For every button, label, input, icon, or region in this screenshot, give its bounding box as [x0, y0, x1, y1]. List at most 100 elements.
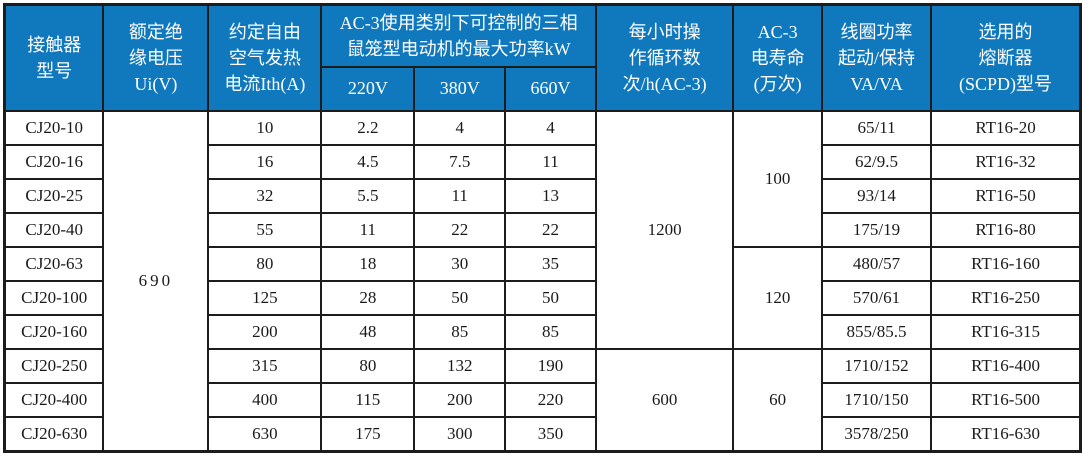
table-body: CJ20-10 690 10 2.2 4 4 1200 100 65/11 RT…: [3, 109, 1082, 452]
header-insulation-voltage: 额定绝 缘电压 Ui(V): [102, 3, 210, 112]
cell-cycles-1200: 1200: [594, 109, 735, 350]
cell-model: CJ20-160: [3, 313, 105, 350]
cell-power-660v: 190: [504, 347, 597, 384]
header-electrical-life: AC-3 电寿命 (万次): [732, 3, 824, 112]
cell-power-220v: 11: [320, 211, 416, 248]
cell-model: CJ20-63: [3, 245, 105, 282]
cell-power-380v: 50: [413, 279, 507, 316]
table-row: CJ20-40 55 11 22 22 175/19 RT16-80: [3, 211, 1082, 248]
cell-power-380v: 22: [413, 211, 507, 248]
cell-model: CJ20-630: [3, 415, 105, 452]
table-row: CJ20-160 200 48 85 85 855/85.5 RT16-315: [3, 313, 1082, 350]
cell-coil-power: 1710/150: [821, 381, 933, 418]
cell-power-660v: 50: [504, 279, 597, 316]
cell-model: CJ20-25: [3, 177, 105, 214]
header-380v: 380V: [413, 65, 507, 112]
cell-coil-power: 3578/250: [821, 415, 933, 452]
table-row: CJ20-25 32 5.5 11 13 93/14 RT16-50: [3, 177, 1082, 214]
cell-power-220v: 5.5: [320, 177, 416, 214]
cell-thermal-current: 630: [207, 415, 323, 452]
table-row: CJ20-100 125 28 50 50 570/61 RT16-250: [3, 279, 1082, 316]
cell-life-60: 60: [732, 347, 824, 452]
cell-fuse-type: RT16-80: [930, 211, 1082, 248]
header-thermal-current: 约定自由 空气发热 电流Ith(A): [207, 3, 323, 112]
cell-model: CJ20-100: [3, 279, 105, 316]
cell-thermal-current: 125: [207, 279, 323, 316]
cell-thermal-current: 80: [207, 245, 323, 282]
cell-power-660v: 11: [504, 143, 597, 180]
cell-insulation-voltage: 690: [102, 109, 210, 452]
header-model: 接触器 型号: [3, 3, 105, 112]
cell-life-120: 120: [732, 245, 824, 350]
header-coil-power: 线圈功率 起动/保持 VA/VA: [821, 3, 933, 112]
cell-power-660v: 220: [504, 381, 597, 418]
cell-coil-power: 65/11: [821, 109, 933, 146]
cell-fuse-type: RT16-250: [930, 279, 1082, 316]
table-header: 接触器 型号 额定绝 缘电压 Ui(V) 约定自由 空气发热 电流Ith(A) …: [3, 3, 1082, 112]
cell-fuse-type: RT16-400: [930, 347, 1082, 384]
cell-power-380v: 200: [413, 381, 507, 418]
cell-power-660v: 35: [504, 245, 597, 282]
cell-coil-power: 855/85.5: [821, 313, 933, 350]
cell-fuse-type: RT16-32: [930, 143, 1082, 180]
cell-coil-power: 480/57: [821, 245, 933, 282]
cell-power-660v: 4: [504, 109, 597, 146]
header-660v: 660V: [504, 65, 597, 112]
cell-power-660v: 13: [504, 177, 597, 214]
cell-model: CJ20-400: [3, 381, 105, 418]
cell-thermal-current: 32: [207, 177, 323, 214]
table-row: CJ20-250 315 80 132 190 600 60 1710/152 …: [3, 347, 1082, 452]
cell-coil-power: 62/9.5: [821, 143, 933, 180]
cell-model: CJ20-250: [3, 347, 105, 384]
cell-cycles-600: 600: [594, 347, 735, 452]
cell-model: CJ20-10: [3, 109, 105, 146]
table-row: CJ20-16 16 4.5 7.5 11 62/9.5 RT16-32: [3, 143, 1082, 180]
cell-power-220v: 2.2: [320, 109, 416, 146]
cell-power-220v: 80: [320, 347, 416, 384]
cell-fuse-type: RT16-500: [930, 381, 1082, 418]
cell-power-660v: 85: [504, 313, 597, 350]
cell-model: CJ20-40: [3, 211, 105, 248]
cell-fuse-type: RT16-160: [930, 245, 1082, 282]
contactor-spec-table: 接触器 型号 额定绝 缘电压 Ui(V) 约定自由 空气发热 电流Ith(A) …: [3, 3, 1082, 453]
cell-thermal-current: 55: [207, 211, 323, 248]
cell-thermal-current: 315: [207, 347, 323, 384]
header-ac3-power-group: AC-3使用类别下可控制的三相 鼠笼型电动机的最大功率kW: [320, 3, 597, 68]
cell-model: CJ20-16: [3, 143, 105, 180]
cell-power-380v: 85: [413, 313, 507, 350]
header-fuse-type: 选用的 熔断器 (SCPD)型号: [930, 3, 1082, 112]
table-row: CJ20-63 80 18 30 35 120 480/57 RT16-160: [3, 245, 1082, 350]
cell-power-380v: 300: [413, 415, 507, 452]
cell-power-380v: 7.5: [413, 143, 507, 180]
cell-power-220v: 4.5: [320, 143, 416, 180]
table-row: CJ20-10 690 10 2.2 4 4 1200 100 65/11 RT…: [3, 109, 1082, 452]
cell-fuse-type: RT16-50: [930, 177, 1082, 214]
header-cycles-per-hour: 每小时操 作循环数 次/h(AC-3): [594, 3, 735, 112]
cell-power-660v: 350: [504, 415, 597, 452]
cell-fuse-type: RT16-315: [930, 313, 1082, 350]
cell-life-100: 100: [732, 109, 824, 248]
cell-thermal-current: 16: [207, 143, 323, 180]
cell-thermal-current: 200: [207, 313, 323, 350]
cell-fuse-type: RT16-630: [930, 415, 1082, 452]
cell-power-220v: 18: [320, 245, 416, 282]
table-row: CJ20-400 400 115 200 220 1710/150 RT16-5…: [3, 381, 1082, 418]
cell-power-220v: 28: [320, 279, 416, 316]
cell-thermal-current: 400: [207, 381, 323, 418]
cell-power-380v: 30: [413, 245, 507, 282]
cell-coil-power: 570/61: [821, 279, 933, 316]
cell-thermal-current: 10: [207, 109, 323, 146]
cell-power-220v: 175: [320, 415, 416, 452]
header-220v: 220V: [320, 65, 416, 112]
cell-power-220v: 48: [320, 313, 416, 350]
cell-power-660v: 22: [504, 211, 597, 248]
cell-power-380v: 11: [413, 177, 507, 214]
cell-power-380v: 132: [413, 347, 507, 384]
cell-power-380v: 4: [413, 109, 507, 146]
cell-coil-power: 93/14: [821, 177, 933, 214]
cell-coil-power: 1710/152: [821, 347, 933, 384]
cell-power-220v: 115: [320, 381, 416, 418]
cell-coil-power: 175/19: [821, 211, 933, 248]
contactor-spec-table-wrap: 接触器 型号 额定绝 缘电压 Ui(V) 约定自由 空气发热 电流Ith(A) …: [3, 3, 1082, 453]
cell-fuse-type: RT16-20: [930, 109, 1082, 146]
